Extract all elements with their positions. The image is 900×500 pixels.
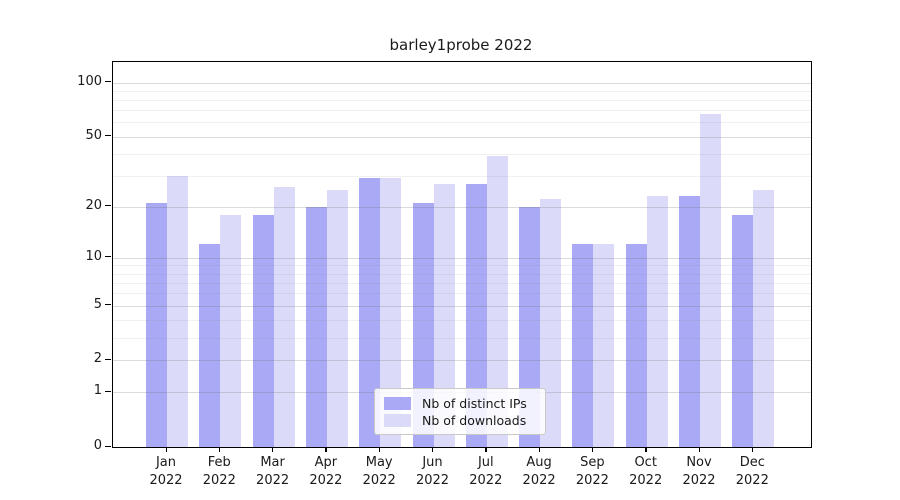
bar-downloads-jul — [486, 155, 508, 447]
bar-distinct-ips-apr — [305, 206, 327, 447]
y-tick-label-20: 20 — [85, 197, 102, 213]
bar-downloads-aug — [540, 199, 562, 447]
bar-layer — [113, 62, 811, 447]
bar-downloads-oct — [646, 196, 668, 447]
legend-item-distinct-ips: Nb of distinct IPs — [384, 395, 536, 412]
x-tick-label-jul: Jul 2022 — [469, 455, 503, 488]
x-tick-oct — [645, 447, 647, 452]
x-tick-label-aug: Aug 2022 — [522, 455, 556, 488]
bar-downloads-feb — [220, 214, 242, 447]
x-tick-apr — [325, 447, 327, 452]
x-tick-sep — [591, 447, 594, 452]
x-tick-label-jun: Jun 2022 — [415, 455, 450, 488]
legend-swatch-downloads — [384, 414, 411, 427]
bar-downloads-may — [380, 178, 402, 447]
bar-distinct-ips-nov — [679, 196, 700, 447]
y-tick-label-0: 0 — [93, 438, 102, 453]
y-tick-label-1: 1 — [93, 383, 102, 399]
bar-distinct-ips-jan — [146, 202, 167, 447]
bar-downloads-mar — [273, 186, 295, 447]
x-tick-label-apr: Apr 2022 — [309, 455, 343, 488]
y-tick-label-5: 5 — [93, 296, 102, 312]
bar-distinct-ips-feb — [199, 244, 221, 447]
x-tick-label-oct: Oct 2022 — [629, 455, 663, 488]
x-tick-label-nov: Nov 2022 — [682, 455, 716, 488]
x-tick-label-jan: Jan 2022 — [149, 455, 183, 488]
x-tick-mar — [272, 447, 274, 452]
y-tick-label-50: 50 — [85, 127, 102, 143]
bar-distinct-ips-dec — [732, 214, 754, 447]
legend-label-downloads: Nb of downloads — [422, 413, 527, 428]
bar-distinct-ips-mar — [252, 214, 274, 447]
x-tick-label-dec: Dec 2022 — [735, 455, 769, 488]
bar-downloads-jun — [433, 183, 455, 447]
x-tick-feb — [218, 447, 221, 452]
x-tick-label-sep: Sep 2022 — [575, 455, 609, 488]
y-tick-0 — [105, 445, 111, 447]
x-tick-jun — [432, 447, 434, 452]
bar-distinct-ips-oct — [625, 244, 647, 447]
bar-distinct-ips-aug — [519, 206, 541, 447]
y-tick-5 — [105, 304, 111, 306]
chart-title: barley1probe 2022 — [389, 36, 533, 54]
plot-area — [112, 61, 812, 448]
bar-downloads-sep — [593, 244, 615, 447]
legend-item-downloads: Nb of downloads — [384, 412, 536, 429]
y-tick-50 — [105, 135, 111, 137]
y-tick-1 — [105, 390, 111, 393]
y-tick-20 — [105, 205, 111, 207]
x-tick-aug — [538, 447, 540, 452]
x-tick-label-mar: Mar 2022 — [256, 455, 290, 488]
legend: Nb of distinct IPs Nb of downloads — [374, 388, 546, 435]
y-tick-label-100: 100 — [77, 73, 102, 89]
x-tick-label-may: May 2022 — [362, 455, 396, 488]
y-tick-2 — [105, 358, 111, 361]
x-tick-may — [378, 447, 381, 452]
y-tick-10 — [105, 256, 111, 258]
bar-downloads-dec — [753, 189, 775, 447]
x-tick-jul — [485, 447, 487, 452]
bar-distinct-ips-jul — [465, 183, 487, 447]
bar-distinct-ips-may — [359, 178, 381, 447]
bar-distinct-ips-jun — [412, 202, 434, 447]
x-tick-jan — [165, 447, 167, 452]
bar-distinct-ips-sep — [572, 244, 594, 447]
bar-downloads-jan — [167, 175, 188, 447]
legend-label-distinct-ips: Nb of distinct IPs — [422, 396, 527, 411]
legend-swatch-distinct-ips — [384, 397, 411, 410]
x-tick-dec — [751, 447, 754, 452]
y-tick-label-2: 2 — [93, 351, 102, 367]
x-tick-label-feb: Feb 2022 — [202, 455, 236, 488]
y-tick-label-10: 10 — [85, 248, 102, 264]
bar-downloads-nov — [700, 113, 721, 447]
x-tick-nov — [698, 447, 700, 452]
bar-downloads-apr — [326, 189, 348, 447]
y-tick-100 — [105, 81, 111, 83]
